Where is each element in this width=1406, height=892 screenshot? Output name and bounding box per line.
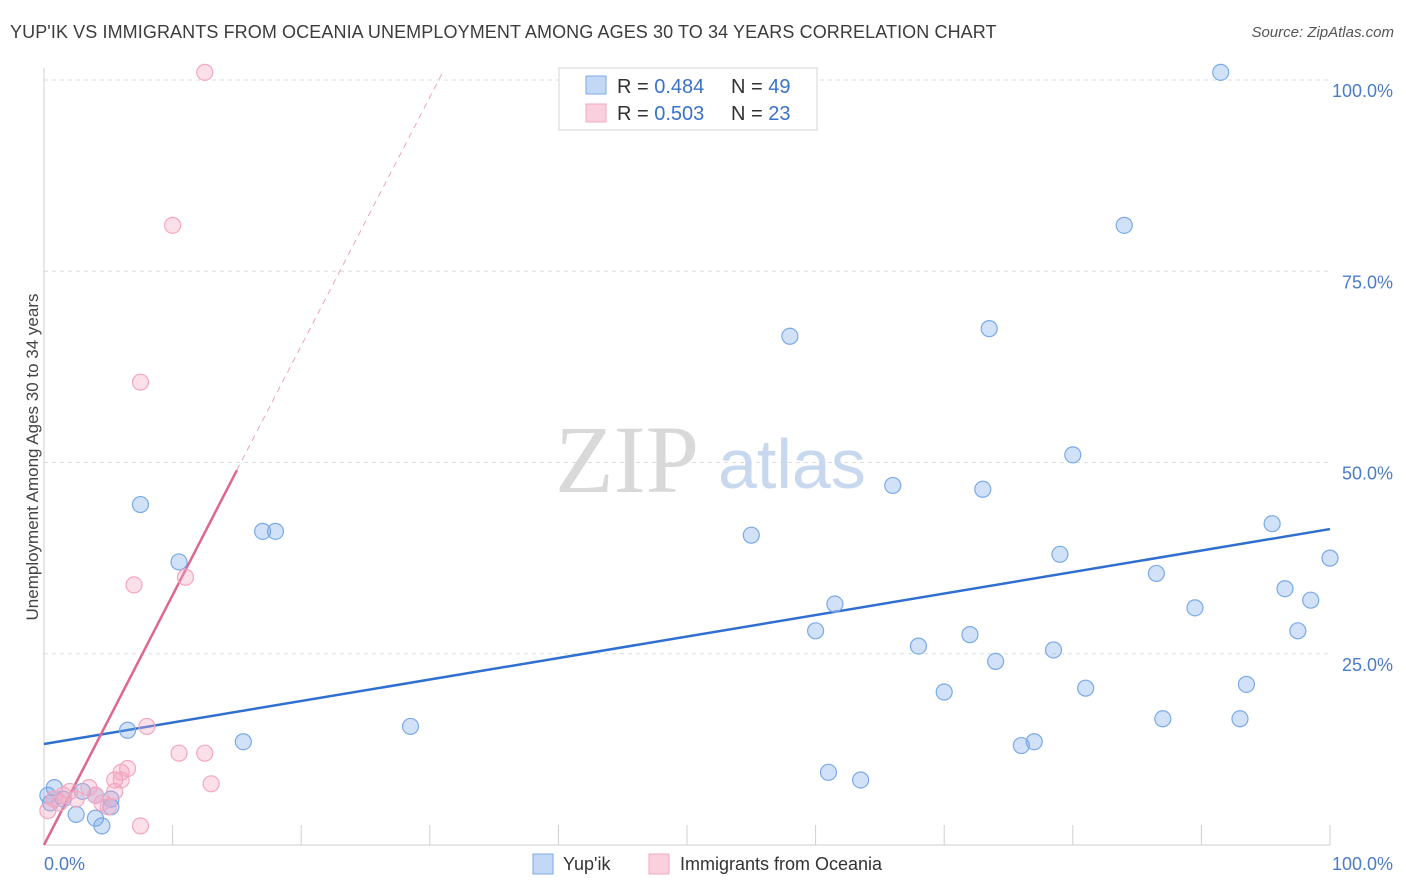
- point-yupik: [974, 480, 992, 498]
- point-yupik: [1147, 564, 1165, 583]
- point-yupik: [961, 626, 979, 644]
- watermark-atlas: atlas: [718, 425, 866, 503]
- point-yupik: [266, 522, 285, 540]
- point-yupik: [742, 526, 760, 544]
- point-yupik: [401, 717, 420, 736]
- point-oceania: [202, 775, 220, 793]
- legend-r-value: 0.484: [654, 76, 704, 98]
- axes: [43, 68, 1331, 846]
- point-yupik: [852, 771, 870, 789]
- point-yupik: [884, 476, 902, 495]
- legend-row-oceania: R = 0.503: [617, 103, 704, 125]
- y-tick-label: 25.0%: [1342, 655, 1393, 675]
- point-yupik: [909, 637, 928, 655]
- legend-r-label: R =: [617, 103, 654, 125]
- legend-r-value: 0.503: [654, 103, 704, 125]
- source-credit: Source: ZipAtlas.com: [1251, 24, 1394, 41]
- y-axis-label: Unemployment Among Ages 30 to 34 years: [23, 294, 42, 621]
- y-tick-label: 75.0%: [1342, 272, 1393, 292]
- point-oceania: [170, 744, 188, 762]
- point-oceania: [131, 817, 150, 835]
- point-yupik: [1064, 446, 1082, 464]
- legend-n-value: 49: [768, 76, 790, 98]
- legend-n-label: N =: [731, 76, 768, 98]
- series-legend: Yup'ik Immigrants from Oceania: [532, 853, 883, 875]
- point-yupik: [234, 733, 252, 751]
- point-yupik: [1154, 710, 1172, 728]
- legend-n-label: N =: [731, 103, 768, 125]
- point-yupik: [93, 817, 111, 835]
- legend-n-yupik: N = 49: [731, 76, 791, 98]
- point-yupik: [806, 622, 825, 640]
- point-yupik: [819, 763, 838, 781]
- x-tick-label-max: 100.0%: [1332, 854, 1393, 874]
- point-yupik: [1012, 736, 1030, 755]
- point-yupik: [1051, 545, 1069, 563]
- point-oceania: [176, 568, 195, 586]
- series-legend-label-yupik: Yup'ik: [563, 854, 611, 874]
- legend-n-oceania: N = 23: [731, 103, 791, 125]
- point-yupik: [118, 721, 137, 739]
- chart-title: YUP'IK VS IMMIGRANTS FROM OCEANIA UNEMPL…: [10, 22, 997, 42]
- point-oceania: [118, 759, 137, 778]
- watermark: ZIP atlas: [555, 406, 866, 513]
- series-legend-swatch-oceania: [648, 853, 670, 875]
- series-legend-swatch-yupik: [532, 853, 554, 875]
- x-tick-label-min: 0.0%: [44, 854, 85, 874]
- point-yupik: [1263, 515, 1281, 533]
- point-oceania: [196, 744, 214, 762]
- point-yupik: [1077, 679, 1095, 697]
- point-yupik: [131, 495, 150, 514]
- point-yupik: [1212, 63, 1230, 81]
- stats-legend: R = 0.484 N = 49 R = 0.503 N = 23: [558, 67, 818, 131]
- data-points: [39, 63, 1339, 835]
- watermark-zip: ZIP: [555, 406, 699, 513]
- point-yupik: [1289, 622, 1307, 640]
- point-oceania: [196, 63, 214, 81]
- point-oceania: [138, 717, 156, 736]
- trend-line-yupik: [43, 527, 1331, 746]
- y-tick-label: 100.0%: [1332, 81, 1393, 101]
- point-yupik: [1276, 580, 1294, 598]
- point-yupik: [1231, 710, 1249, 728]
- point-yupik: [781, 327, 799, 345]
- point-yupik: [1321, 549, 1339, 567]
- point-yupik: [254, 522, 272, 540]
- point-oceania: [131, 373, 150, 391]
- legend-swatch-yupik: [585, 75, 607, 95]
- y-tick-label: 50.0%: [1342, 464, 1393, 484]
- point-yupik: [170, 553, 188, 571]
- point-yupik: [935, 683, 953, 701]
- point-yupik: [1115, 216, 1133, 234]
- point-yupik: [1302, 591, 1320, 609]
- point-oceania: [164, 216, 182, 234]
- trend-extension-oceania: [236, 72, 444, 471]
- tick-labels: 25.0% 50.0% 75.0% 100.0% 0.0% 100.0%: [44, 81, 1393, 874]
- point-yupik: [1186, 599, 1204, 617]
- point-yupik: [67, 805, 85, 824]
- point-yupik: [980, 320, 998, 338]
- point-yupik: [987, 652, 1005, 671]
- series-legend-label-oceania: Immigrants from Oceania: [680, 854, 883, 874]
- point-yupik: [826, 595, 844, 613]
- point-yupik: [1044, 641, 1063, 659]
- trend-line-oceania: [42, 469, 239, 846]
- legend-row-yupik: R = 0.484: [617, 76, 704, 98]
- point-yupik: [1025, 733, 1043, 751]
- legend-swatch-oceania: [585, 103, 607, 123]
- point-oceania: [99, 798, 117, 816]
- grid: [44, 79, 1330, 655]
- trend-lines: [42, 72, 1331, 846]
- legend-n-value: 23: [768, 103, 790, 125]
- point-oceania: [67, 790, 85, 808]
- point-oceania: [125, 576, 143, 594]
- legend-r-label: R =: [617, 76, 654, 98]
- point-yupik: [1237, 675, 1256, 693]
